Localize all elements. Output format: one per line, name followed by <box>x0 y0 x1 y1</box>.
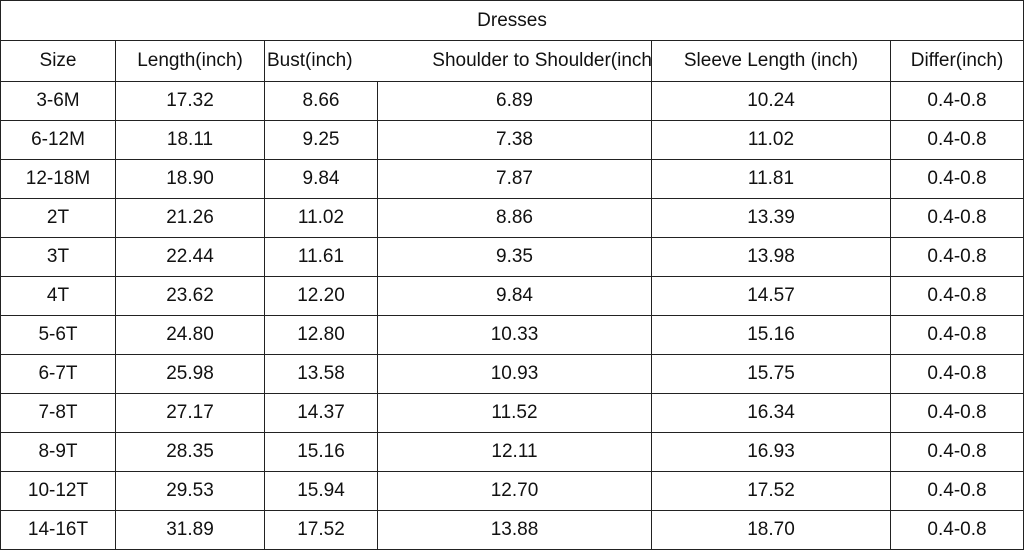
header-bust-shoulder: Bust(inch) Shoulder to Shoulder(inch <box>264 40 652 82</box>
cell-differ: 0.4-0.8 <box>890 198 1024 238</box>
cell-differ: 0.4-0.8 <box>890 120 1024 160</box>
cell-size: 6-7T <box>0 354 116 394</box>
header-bust: Bust(inch) <box>267 50 353 71</box>
cell-size: 6-12M <box>0 120 116 160</box>
cell-bust: 14.37 <box>264 393 378 433</box>
cell-sleeve: 13.98 <box>651 237 891 277</box>
cell-bust: 11.02 <box>264 198 378 238</box>
cell-bust: 12.80 <box>264 315 378 355</box>
cell-shoulder: 7.87 <box>377 159 652 199</box>
cell-shoulder: 10.93 <box>377 354 652 394</box>
cell-size: 3T <box>0 237 116 277</box>
cell-bust: 15.94 <box>264 471 378 511</box>
cell-length: 17.32 <box>115 81 265 121</box>
cell-differ: 0.4-0.8 <box>890 471 1024 511</box>
cell-length: 18.11 <box>115 120 265 160</box>
table-row: 7-8T 27.17 14.37 11.52 16.34 0.4-0.8 <box>0 393 1024 433</box>
cell-size: 2T <box>0 198 116 238</box>
cell-bust: 9.84 <box>264 159 378 199</box>
cell-size: 5-6T <box>0 315 116 355</box>
cell-sleeve: 10.24 <box>651 81 891 121</box>
cell-differ: 0.4-0.8 <box>890 81 1024 121</box>
cell-length: 29.53 <box>115 471 265 511</box>
cell-sleeve: 15.16 <box>651 315 891 355</box>
header-differ: Differ(inch) <box>890 40 1024 82</box>
cell-sleeve: 14.57 <box>651 276 891 316</box>
cell-sleeve: 13.39 <box>651 198 891 238</box>
cell-length: 31.89 <box>115 510 265 550</box>
cell-bust: 12.20 <box>264 276 378 316</box>
cell-differ: 0.4-0.8 <box>890 315 1024 355</box>
cell-differ: 0.4-0.8 <box>890 432 1024 472</box>
header-shoulder: Shoulder to Shoulder(inch <box>432 50 652 71</box>
header-sleeve: Sleeve Length (inch) <box>651 40 891 82</box>
cell-shoulder: 9.35 <box>377 237 652 277</box>
table-row: 12-18M 18.90 9.84 7.87 11.81 0.4-0.8 <box>0 159 1024 199</box>
cell-sleeve: 16.93 <box>651 432 891 472</box>
cell-differ: 0.4-0.8 <box>890 276 1024 316</box>
cell-length: 22.44 <box>115 237 265 277</box>
cell-size: 12-18M <box>0 159 116 199</box>
cell-shoulder: 8.86 <box>377 198 652 238</box>
header-length: Length(inch) <box>115 40 265 82</box>
cell-sleeve: 15.75 <box>651 354 891 394</box>
table-row: 4T 23.62 12.20 9.84 14.57 0.4-0.8 <box>0 276 1024 316</box>
cell-differ: 0.4-0.8 <box>890 237 1024 277</box>
cell-bust: 8.66 <box>264 81 378 121</box>
cell-sleeve: 11.02 <box>651 120 891 160</box>
table-row: 8-9T 28.35 15.16 12.11 16.93 0.4-0.8 <box>0 432 1024 472</box>
cell-shoulder: 12.11 <box>377 432 652 472</box>
cell-shoulder: 9.84 <box>377 276 652 316</box>
table-row: 3-6M 17.32 8.66 6.89 10.24 0.4-0.8 <box>0 81 1024 121</box>
cell-length: 21.26 <box>115 198 265 238</box>
cell-length: 25.98 <box>115 354 265 394</box>
table-row: 6-7T 25.98 13.58 10.93 15.75 0.4-0.8 <box>0 354 1024 394</box>
cell-shoulder: 7.38 <box>377 120 652 160</box>
cell-bust: 17.52 <box>264 510 378 550</box>
cell-length: 24.80 <box>115 315 265 355</box>
cell-bust: 13.58 <box>264 354 378 394</box>
table-row: 3T 22.44 11.61 9.35 13.98 0.4-0.8 <box>0 237 1024 277</box>
header-size: Size <box>0 40 116 82</box>
cell-sleeve: 16.34 <box>651 393 891 433</box>
title-row: Dresses <box>0 0 1024 41</box>
cell-sleeve: 11.81 <box>651 159 891 199</box>
cell-size: 8-9T <box>0 432 116 472</box>
cell-length: 27.17 <box>115 393 265 433</box>
cell-length: 23.62 <box>115 276 265 316</box>
cell-shoulder: 13.88 <box>377 510 652 550</box>
header-row: Size Length(inch) Bust(inch) Shoulder to… <box>0 40 1024 82</box>
cell-shoulder: 10.33 <box>377 315 652 355</box>
cell-bust: 9.25 <box>264 120 378 160</box>
cell-differ: 0.4-0.8 <box>890 393 1024 433</box>
cell-bust: 15.16 <box>264 432 378 472</box>
cell-sleeve: 17.52 <box>651 471 891 511</box>
table-row: 5-6T 24.80 12.80 10.33 15.16 0.4-0.8 <box>0 315 1024 355</box>
cell-length: 18.90 <box>115 159 265 199</box>
cell-size: 14-16T <box>0 510 116 550</box>
cell-differ: 0.4-0.8 <box>890 354 1024 394</box>
cell-differ: 0.4-0.8 <box>890 159 1024 199</box>
cell-sleeve: 18.70 <box>651 510 891 550</box>
table-row: 6-12M 18.11 9.25 7.38 11.02 0.4-0.8 <box>0 120 1024 160</box>
cell-bust: 11.61 <box>264 237 378 277</box>
cell-size: 10-12T <box>0 471 116 511</box>
table-row: 2T 21.26 11.02 8.86 13.39 0.4-0.8 <box>0 198 1024 238</box>
cell-shoulder: 6.89 <box>377 81 652 121</box>
cell-size: 4T <box>0 276 116 316</box>
table-row: 10-12T 29.53 15.94 12.70 17.52 0.4-0.8 <box>0 471 1024 511</box>
cell-size: 7-8T <box>0 393 116 433</box>
table-title: Dresses <box>0 0 1024 41</box>
cell-shoulder: 11.52 <box>377 393 652 433</box>
table-row: 14-16T 31.89 17.52 13.88 18.70 0.4-0.8 <box>0 510 1024 550</box>
cell-shoulder: 12.70 <box>377 471 652 511</box>
cell-differ: 0.4-0.8 <box>890 510 1024 550</box>
cell-size: 3-6M <box>0 81 116 121</box>
cell-length: 28.35 <box>115 432 265 472</box>
